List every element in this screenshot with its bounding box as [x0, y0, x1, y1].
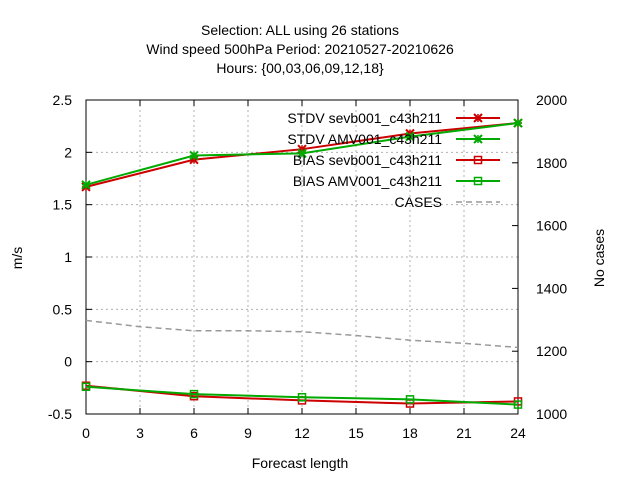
x-tick-label: 21 — [456, 425, 472, 441]
x-tick-label: 3 — [136, 425, 144, 441]
x-tick-label: 9 — [244, 425, 252, 441]
x-axis-label: Forecast length — [252, 455, 349, 471]
series-bias-amv001-c43h211 — [81, 382, 523, 409]
data-point — [81, 382, 91, 392]
x-tick-label: 0 — [82, 425, 90, 441]
series-stdv-amv001-c43h211 — [81, 118, 523, 190]
legend-label: CASES — [395, 194, 442, 210]
legend-marker — [473, 113, 483, 123]
data-point — [81, 180, 91, 190]
y2-axis-label: No cases — [591, 229, 607, 287]
y-tick-label: 0 — [64, 354, 72, 370]
y-tick-label: 1.5 — [53, 197, 73, 213]
legend-entry: STDV sevb001_c43h211 — [287, 110, 500, 126]
y-tick-label: -0.5 — [48, 406, 72, 422]
data-point — [189, 389, 199, 399]
axes: 0 3 6 9 12 15 18 21 24 -0.5 0 0.5 1 1.5 2 2.5 1000 1200 14… — [48, 92, 567, 441]
y-tick-label: 1 — [64, 249, 72, 265]
y-axis-label: m/s — [9, 247, 25, 270]
title-line-3: Hours: {00,03,06,09,12,18} — [216, 60, 384, 76]
legend-marker — [473, 155, 483, 165]
series-line — [85, 319, 519, 349]
y-tick-label: 0.5 — [53, 301, 73, 317]
data-point — [189, 150, 199, 161]
y-tick-label: 2 — [64, 144, 72, 160]
legend-marker — [473, 134, 483, 144]
x-tick-label: 15 — [348, 425, 364, 441]
x-tick-label: 24 — [510, 425, 526, 441]
data-point — [513, 400, 523, 409]
title-line-2: Wind speed 500hPa Period: 20210527-20210… — [146, 41, 454, 57]
legend-entry: CASES — [395, 194, 500, 210]
y2-tick-label: 1200 — [536, 343, 567, 359]
data-point — [297, 393, 307, 402]
plot-frame — [85, 99, 519, 415]
legend-label: STDV AMV001_c43h211 — [287, 131, 442, 147]
y2-tick-label: 1000 — [536, 406, 567, 422]
legend-entry: STDV AMV001_c43h211 — [287, 131, 500, 147]
legend-entry: BIAS sevb001_c43h211 — [293, 152, 500, 168]
data-point — [297, 148, 307, 159]
y2-tick-label: 1600 — [536, 218, 567, 234]
data-point — [513, 118, 523, 128]
y2-tick-label: 1800 — [536, 155, 567, 171]
legend-entry: BIAS AMV001_c43h211 — [293, 173, 500, 189]
series-cases — [85, 319, 519, 349]
data-point — [405, 395, 415, 404]
chart-title: Selection: ALL using 26 stations Wind sp… — [146, 22, 454, 76]
y-tick-label: 2.5 — [53, 92, 73, 108]
legend: STDV sevb001_c43h211 STDV AMV001_c43h211 B… — [287, 110, 500, 210]
legend-marker — [473, 176, 483, 186]
grid — [86, 100, 518, 414]
series — [81, 118, 523, 409]
x-tick-label: 6 — [190, 425, 198, 441]
legend-label: BIAS AMV001_c43h211 — [293, 173, 442, 189]
y2-tick-label: 2000 — [536, 92, 567, 108]
y2-tick-label: 1400 — [536, 280, 567, 296]
legend-label: BIAS sevb001_c43h211 — [293, 152, 442, 168]
x-tick-label: 18 — [402, 425, 418, 441]
series-line — [85, 385, 519, 406]
x-tick-label: 12 — [294, 425, 310, 441]
data-point — [405, 131, 415, 142]
legend-label: STDV sevb001_c43h211 — [287, 110, 442, 126]
title-line-1: Selection: ALL using 26 stations — [201, 22, 399, 38]
